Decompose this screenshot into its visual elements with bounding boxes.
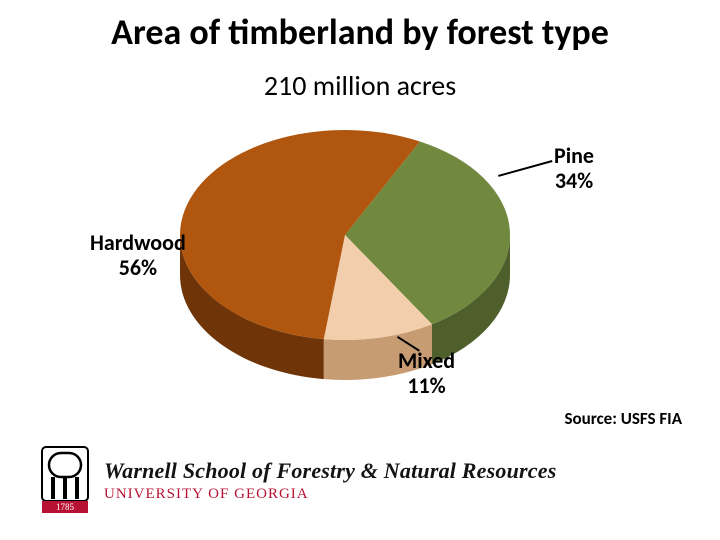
slice-pct-text: 34% bbox=[555, 167, 593, 194]
school-name: Warnell School of Forestry & Natural Res… bbox=[104, 458, 557, 484]
footer: 1785 Warnell School of Forestry & Natura… bbox=[40, 445, 557, 515]
seal-year: 1785 bbox=[56, 502, 75, 512]
slice-label-text: Pine bbox=[554, 142, 594, 169]
slice-label-text: Mixed bbox=[398, 347, 455, 374]
slice-label-mixed: Mixed 11% bbox=[398, 348, 455, 399]
slice-label-pine: Pine 34% bbox=[554, 143, 594, 194]
slice-pct-text: 56% bbox=[119, 254, 157, 281]
slice-label-hardwood: Hardwood 56% bbox=[90, 230, 186, 281]
slice-pct-text: 11% bbox=[407, 372, 445, 399]
page-title: Area of timberland by forest type bbox=[0, 10, 720, 54]
uga-seal-icon: 1785 bbox=[40, 445, 90, 515]
page-subtitle: 210 million acres bbox=[0, 68, 720, 103]
footer-text-block: Warnell School of Forestry & Natural Res… bbox=[104, 458, 557, 503]
university-name: UNIVERSITY OF GEORGIA bbox=[104, 486, 557, 503]
slice-label-text: Hardwood bbox=[90, 229, 186, 256]
slide: Area of timberland by forest type 210 mi… bbox=[0, 0, 720, 540]
pie-chart bbox=[160, 110, 530, 390]
source-text: Source: USFS FIA bbox=[564, 408, 682, 429]
